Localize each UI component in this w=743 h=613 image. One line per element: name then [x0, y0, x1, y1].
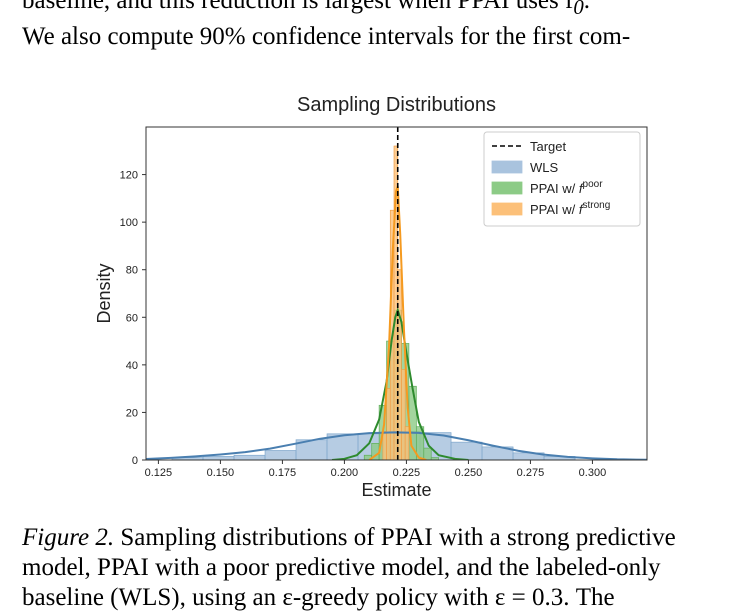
histogram-bar — [401, 369, 406, 460]
plot-area — [146, 127, 647, 460]
x-tick-label: 0.225 — [393, 467, 421, 479]
density-curve-ppai-w-f-poor — [331, 306, 469, 460]
figure-caption-line: model, PPAI with a poor predictive model… — [22, 554, 661, 581]
legend-swatch — [491, 160, 523, 174]
histogram-bar — [423, 447, 432, 460]
histogram-bar — [233, 454, 266, 460]
legend-label: PPAI w/ fpoor — [530, 179, 603, 196]
y-tick-label: 120 — [120, 170, 138, 182]
histogram-bar — [404, 426, 410, 460]
x-axis-label: Estimate — [361, 480, 431, 500]
legend-swatch — [491, 202, 523, 216]
histogram-bar — [430, 457, 440, 460]
y-tick-label: 80 — [126, 265, 138, 277]
caption-text: Sampling distributions of PPAI with a st… — [114, 524, 676, 551]
legend: Target WLS PPAI w/ fpoor PPAI w/ fstrong — [483, 131, 641, 227]
y-tick-label: 40 — [126, 360, 138, 372]
legend-label: PPAI w/ fstrong — [530, 200, 610, 217]
legend-swatch — [491, 181, 523, 195]
histogram-bar — [450, 441, 483, 460]
chart-title: Sampling Distributions — [297, 94, 496, 116]
histogram-bar — [264, 450, 297, 460]
y-axis-label: Density — [94, 263, 114, 323]
histogram-bar — [386, 388, 391, 460]
x-tick-label: 0.250 — [455, 467, 483, 479]
histogram-bar — [397, 269, 402, 460]
x-tick-label: 0.275 — [517, 467, 545, 479]
x-tick-label: 0.200 — [331, 467, 359, 479]
body-text-line: We also compute 90% confidence intervals… — [22, 23, 631, 50]
legend-box — [483, 131, 641, 227]
figure-caption-line: baseline (WLS), using an ε-greedy policy… — [22, 584, 615, 611]
y-tick-label: 60 — [126, 312, 138, 324]
legend-label: WLS — [530, 160, 559, 175]
body-text-fragment: . — [583, 0, 590, 14]
body-text-fragment: baseline, and this reduction is largest … — [22, 0, 574, 14]
body-text-line: baseline, and this reduction is largest … — [22, 0, 590, 22]
sampling-distributions-chart: Sampling Distributions 0.125 0.150 0.175 0.2… — [94, 94, 648, 500]
x-tick-label: 0.175 — [269, 467, 297, 479]
y-tick-label: 0 — [132, 455, 138, 467]
histogram-bar — [202, 456, 235, 460]
x-tick-label: 0.300 — [579, 467, 607, 479]
x-tick-label: 0.150 — [207, 467, 235, 479]
subscript: 0 — [573, 0, 584, 19]
y-tick-label: 100 — [120, 217, 138, 229]
plot-frame — [145, 126, 648, 461]
figure-caption-line: Figure 2. Sampling distributions of PPAI… — [22, 523, 676, 553]
figure-label: Figure 2. — [22, 524, 115, 551]
density-curve-wls — [146, 431, 647, 460]
figure-container: Sampling Distributions 0.125 0.150 0.175 0.2… — [80, 85, 670, 505]
x-tick-label: 0.125 — [145, 467, 173, 479]
y-tick-label: 20 — [126, 407, 138, 419]
legend-label: Target — [530, 139, 567, 154]
histogram-bar — [382, 431, 387, 460]
